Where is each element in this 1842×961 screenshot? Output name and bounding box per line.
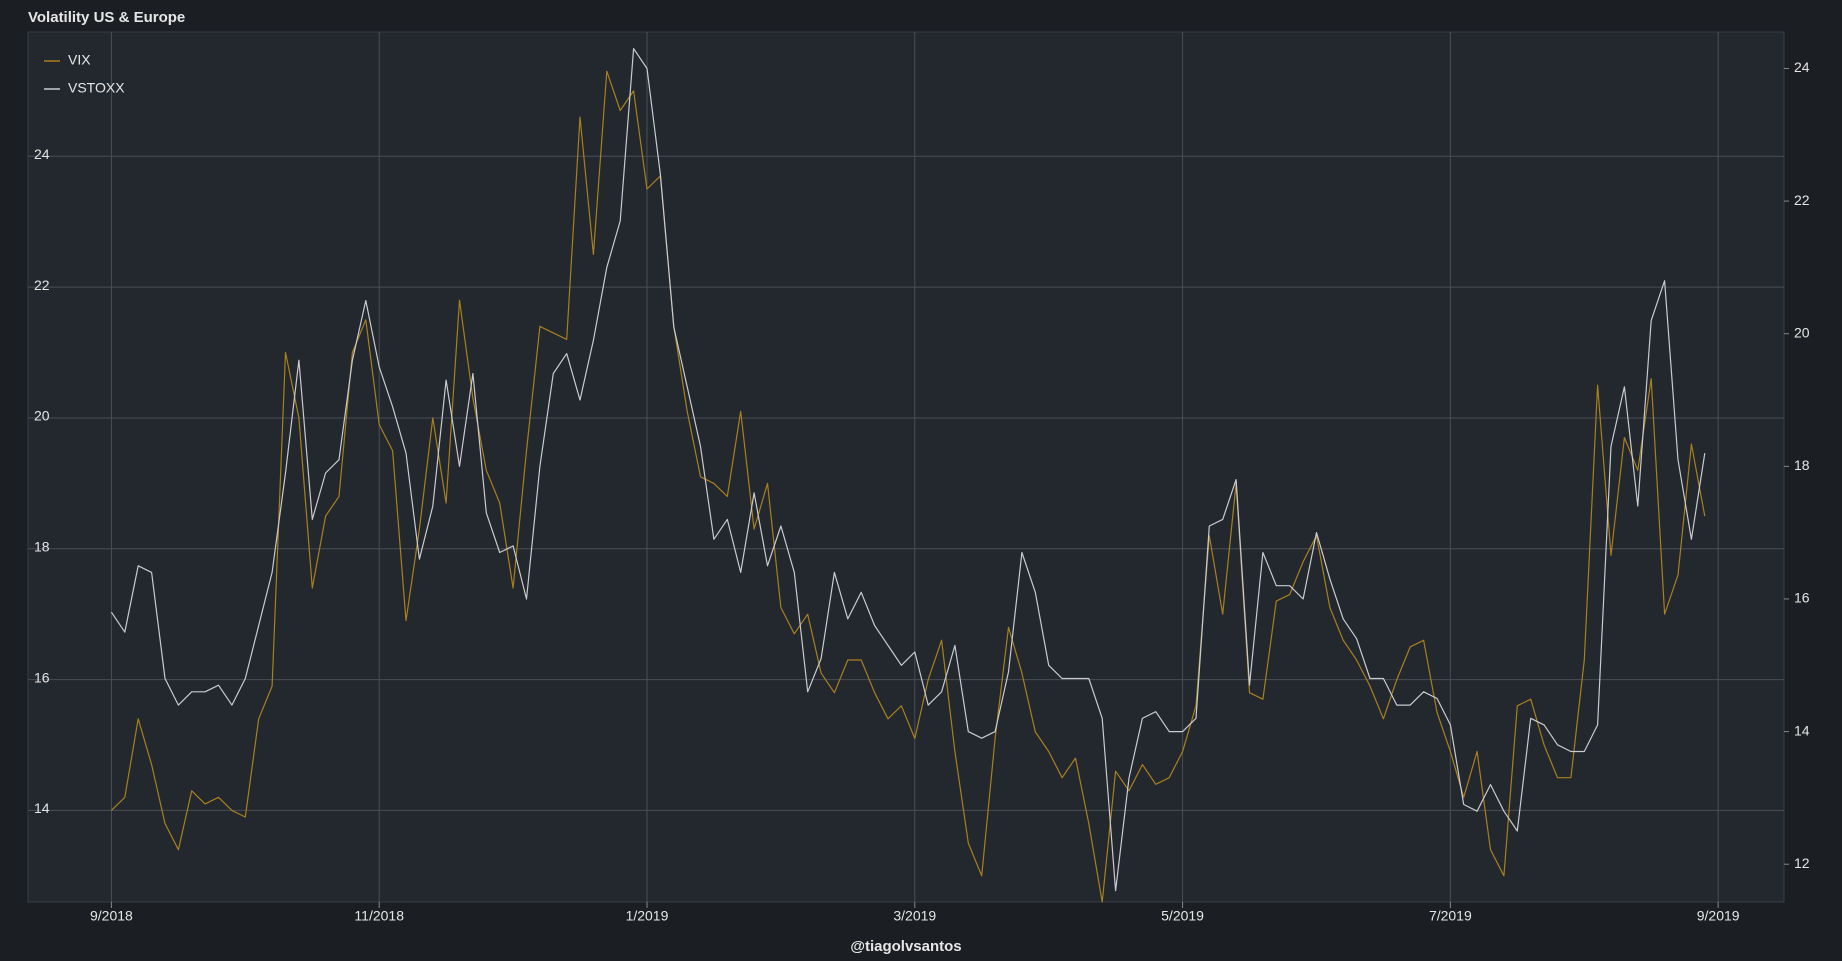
y2-tick-label: 16	[1794, 590, 1810, 606]
y-tick-label: 18	[34, 538, 50, 554]
series-line	[110, 48, 1706, 892]
footer: @tiagolvsantos	[850, 938, 961, 955]
y-tick-label: 22	[34, 277, 50, 293]
plot-area	[27, 31, 1785, 903]
y2-tick-label: 14	[1794, 722, 1810, 738]
x-tick-label: 11/2018	[354, 908, 404, 924]
y2-tick-label: 24	[1794, 59, 1810, 75]
y-tick-label: 24	[34, 146, 50, 162]
x-tick-label: 3/2019	[893, 908, 936, 924]
x-tick-label: 1/2019	[626, 908, 669, 924]
y2-tick-label: 12	[1794, 855, 1810, 871]
chart-title: Volatility US & Europe	[28, 9, 185, 26]
x-tick-label: 9/2019	[1697, 908, 1740, 924]
y-tick-label: 14	[34, 800, 50, 816]
legend-label: VSTOXX	[68, 80, 125, 96]
y-tick-label: 16	[34, 669, 50, 685]
y2-tick-label: 18	[1794, 457, 1810, 473]
x-tick-label: 5/2019	[1161, 908, 1204, 924]
legend-label: VIX	[68, 52, 91, 68]
x-tick-label: 7/2019	[1429, 908, 1472, 924]
y2-tick-label: 22	[1794, 192, 1810, 208]
series-line	[110, 70, 1706, 903]
x-tick-label: 9/2018	[90, 908, 133, 924]
y-tick-label: 20	[34, 408, 50, 424]
y2-tick-label: 20	[1794, 324, 1810, 340]
